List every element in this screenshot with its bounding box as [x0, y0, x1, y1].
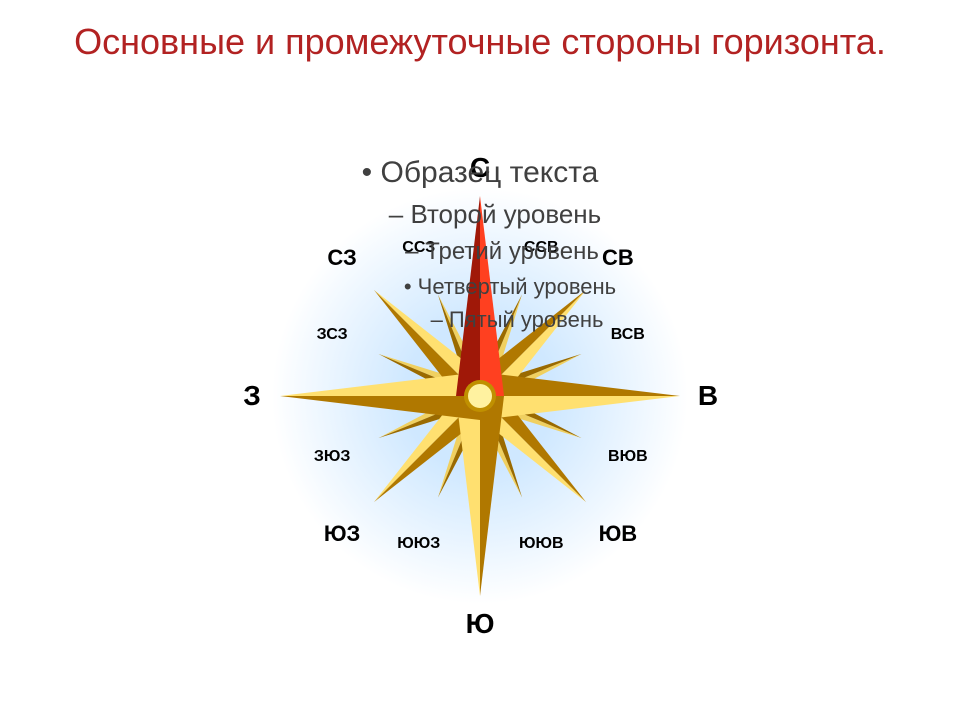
direction-label: Ю: [466, 608, 495, 640]
direction-label: ЗЮЗ: [314, 448, 351, 466]
bullet-row: – Второй уровень: [0, 195, 960, 234]
placeholder-bullets: • Образец текста– Второй уровень– Третий…: [0, 150, 960, 336]
bullet-row: – Пятый уровень: [0, 303, 960, 336]
bullet-text: • Четвертый уровень: [344, 270, 616, 303]
direction-label: ЮВ: [599, 521, 638, 547]
direction-label: ЮЮЗ: [397, 535, 440, 553]
bullet-text: – Пятый уровень: [357, 303, 604, 336]
direction-label: ВЮВ: [608, 448, 648, 466]
direction-label: ЮЮВ: [519, 535, 564, 553]
bullet-row: • Четвертый уровень: [0, 270, 960, 303]
bullet-text: – Третий уровень: [361, 234, 599, 270]
bullet-row: – Третий уровень: [0, 234, 960, 270]
bullet-text: – Второй уровень: [359, 195, 601, 234]
slide-title: Основные и промежуточные стороны горизон…: [0, 20, 960, 63]
title-text: Основные и промежуточные стороны горизон…: [74, 21, 886, 62]
direction-label: З: [243, 380, 261, 412]
bullet-row: • Образец текста: [0, 150, 960, 195]
bullet-text: • Образец текста: [362, 150, 599, 195]
direction-label: ЮЗ: [324, 521, 360, 547]
direction-label: В: [698, 380, 718, 412]
slide: Основные и промежуточные стороны горизон…: [0, 0, 960, 720]
